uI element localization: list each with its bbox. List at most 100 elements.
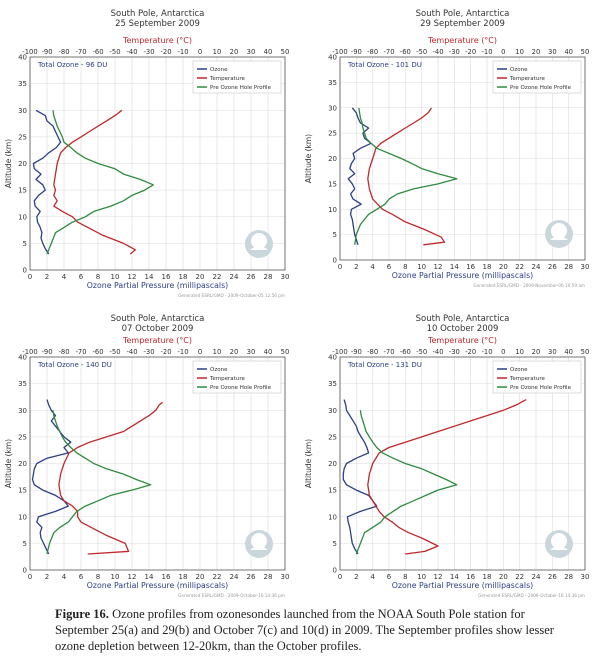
temperature-tick-label: -10 (177, 348, 188, 356)
x-tick-label: 16 (162, 273, 171, 281)
temperature-tick-label: 0 (501, 48, 505, 56)
y-tick-label: 30 (328, 407, 337, 415)
temperature-tick-label: -20 (160, 48, 171, 56)
x-tick-label: 24 (532, 263, 541, 271)
plot-frame (339, 356, 586, 571)
x-tick-label: 10 (111, 273, 120, 281)
temperature-tick-label: 40 (564, 48, 573, 56)
y-axis-label: Altitude (km) (4, 139, 13, 188)
temperature-tick-label: 30 (548, 48, 557, 56)
y-tick-label: 15 (328, 487, 337, 495)
x-tick-label: 4 (62, 273, 67, 281)
y-tick-label: 20 (18, 460, 27, 468)
y-tick-label: 30 (18, 107, 27, 115)
legend-label: Temperature (209, 76, 245, 82)
temperature-tick-label: -70 (383, 48, 394, 56)
noaa-logo-inner-icon (251, 233, 267, 249)
y-tick-label: 30 (18, 407, 27, 415)
temperature-tick-label: 20 (230, 348, 239, 356)
temperature-axis-label: Temperature (°C) (122, 36, 192, 45)
y-axis-label: Altitude (km) (304, 134, 313, 183)
chart-title: South Pole, Antarctica (111, 9, 205, 19)
x-tick-label: 12 (128, 573, 137, 581)
noaa-logo-inner-icon (251, 533, 267, 549)
x-tick-label: 12 (434, 573, 443, 581)
y-tick-label: 5 (333, 231, 337, 239)
x-axis-label: Ozone Partial Pressure (millipascals) (87, 581, 228, 590)
temperature-tick-label: -20 (160, 348, 171, 356)
x-tick-label: 2 (354, 263, 358, 271)
x-tick-label: 30 (581, 263, 590, 271)
plot-frame (339, 56, 586, 261)
noaa-logo-inner-icon (551, 223, 567, 239)
temperature-tick-label: 10 (213, 48, 222, 56)
x-tick-label: 22 (515, 263, 524, 271)
x-tick-label: 4 (370, 573, 375, 581)
x-tick-label: 6 (79, 273, 84, 281)
temperature-tick-label: -90 (351, 348, 362, 356)
temperature-tick-label: -100 (22, 48, 37, 56)
temperature-tick-label: -80 (58, 48, 69, 56)
x-tick-label: 10 (417, 573, 426, 581)
x-tick-label: 20 (196, 573, 205, 581)
legend-label: Ozone (210, 67, 228, 73)
x-tick-label: 24 (230, 273, 239, 281)
legend-box (492, 60, 582, 94)
x-tick-label: 2 (354, 573, 358, 581)
legend-box (492, 360, 582, 394)
x-tick-label: 6 (387, 263, 392, 271)
series-line-ozone (347, 107, 372, 246)
x-tick-label: 26 (548, 573, 557, 581)
x-tick-label: 20 (499, 573, 508, 581)
temperature-tick-label: -80 (367, 348, 378, 356)
x-tick-label: 8 (403, 573, 407, 581)
temperature-tick-label: 0 (198, 348, 202, 356)
y-tick-label: 35 (328, 380, 337, 388)
series-line-temperature (58, 401, 163, 555)
temperature-tick-label: 10 (515, 48, 524, 56)
total-ozone-annotation: Total Ozone - 96 DU (37, 61, 107, 69)
temperature-tick-label: -30 (449, 48, 460, 56)
temperature-tick-label: -80 (58, 348, 69, 356)
temperature-tick-label: -90 (41, 48, 52, 56)
y-tick-label: 10 (18, 513, 27, 521)
x-tick-label: 14 (145, 273, 154, 281)
x-tick-label: 16 (162, 573, 171, 581)
x-tick-label: 0 (28, 273, 32, 281)
x-tick-label: 28 (564, 263, 573, 271)
series-line-pre-ozone-hole-profile (354, 107, 458, 245)
temperature-tick-label: -30 (143, 348, 154, 356)
y-tick-label: 35 (328, 79, 337, 87)
y-tick-label: 35 (18, 80, 27, 88)
generated-footer: Generated ESRL/GMD - 2009-October-16 14:… (478, 593, 585, 598)
chart-title: South Pole, Antarctica (416, 9, 510, 19)
temperature-tick-label: -80 (367, 48, 378, 56)
temperature-tick-label: -10 (177, 48, 188, 56)
y-tick-label: 40 (18, 54, 27, 62)
plot-frame (29, 56, 286, 271)
series-line-ozone (342, 399, 378, 555)
temperature-tick-label: 20 (532, 48, 541, 56)
temperature-tick-label: -100 (22, 348, 37, 356)
x-tick-label: 6 (79, 573, 84, 581)
temperature-tick-label: 40 (564, 348, 573, 356)
temperature-tick-label: -10 (481, 348, 492, 356)
x-tick-label: 14 (450, 573, 459, 581)
x-tick-label: 6 (387, 573, 392, 581)
temperature-tick-label: -40 (126, 48, 137, 56)
temperature-tick-label: -50 (109, 348, 120, 356)
y-tick-label: 40 (328, 354, 337, 362)
noaa-logo-wave-icon (550, 236, 568, 240)
y-tick-label: 10 (18, 213, 27, 221)
plot-frame (29, 356, 286, 571)
temperature-tick-label: 20 (230, 48, 239, 56)
generated-footer: Generated ESRL/GMD - 2009-November-06 10… (473, 283, 585, 288)
legend-label: Pre Ozone Hole Profile (210, 385, 272, 391)
x-tick-label: 28 (264, 273, 273, 281)
temperature-tick-label: 30 (247, 348, 256, 356)
x-tick-label: 10 (111, 573, 120, 581)
temperature-tick-label: -50 (416, 348, 427, 356)
